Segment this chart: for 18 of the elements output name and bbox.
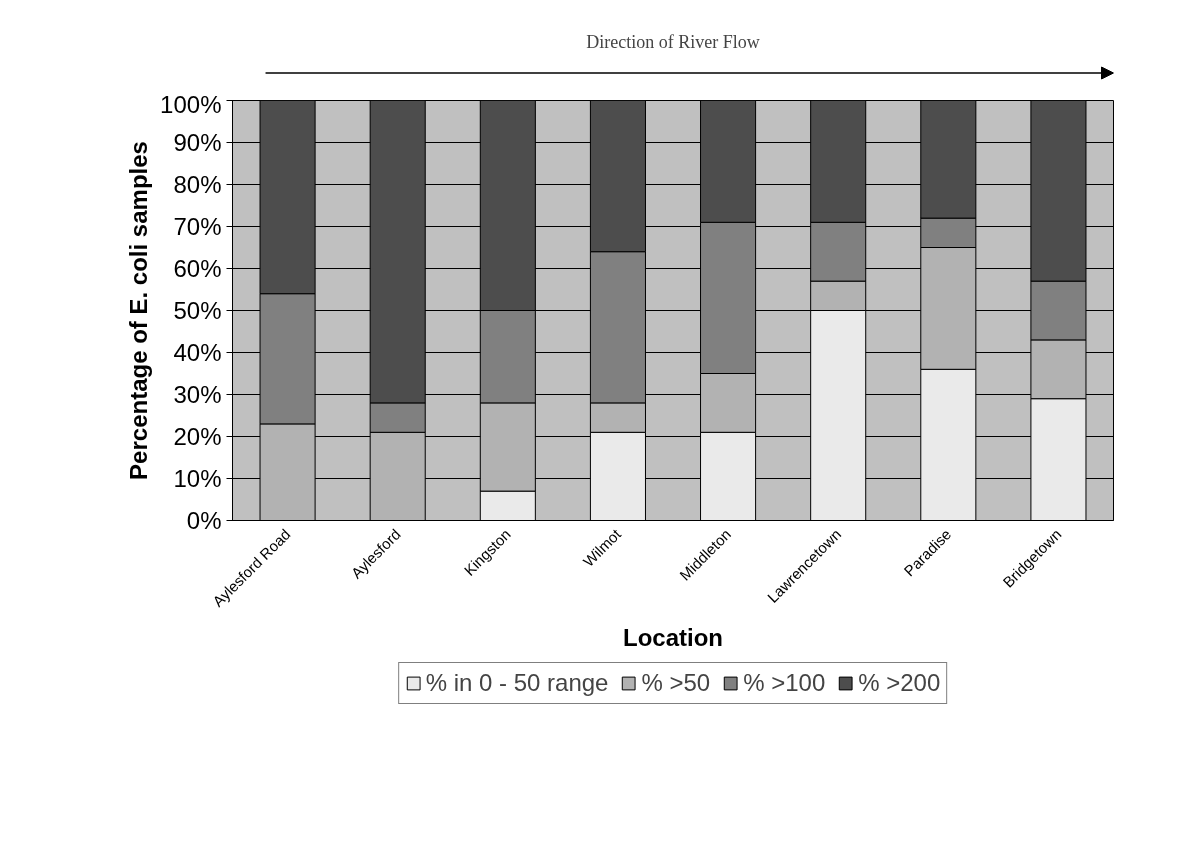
y-tick-label: 90%: [173, 129, 222, 156]
y-tick-label: 60%: [173, 255, 222, 282]
legend-label: % >200: [858, 669, 941, 697]
y-tick-label: 30%: [173, 381, 222, 408]
x-axis-title: Location: [623, 623, 723, 651]
legend-label: % >50: [641, 669, 711, 697]
y-tick-label: 20%: [173, 423, 222, 450]
y-tick-label: 0%: [186, 507, 222, 534]
y-tick-label: 40%: [173, 339, 222, 366]
text: Direction of River Flow: [586, 32, 760, 52]
y-tick-label: 100%: [160, 90, 222, 118]
y-axis-title: Percentage of E. coli samples: [125, 141, 153, 480]
legend-label: % in 0 - 50 range: [425, 669, 609, 697]
legend-label: % >100: [743, 669, 826, 697]
y-tick-label: 80%: [173, 171, 222, 198]
y-tick-label: 50%: [173, 297, 222, 324]
y-tick-label: 70%: [173, 213, 222, 240]
y-tick-label: 10%: [173, 465, 222, 492]
